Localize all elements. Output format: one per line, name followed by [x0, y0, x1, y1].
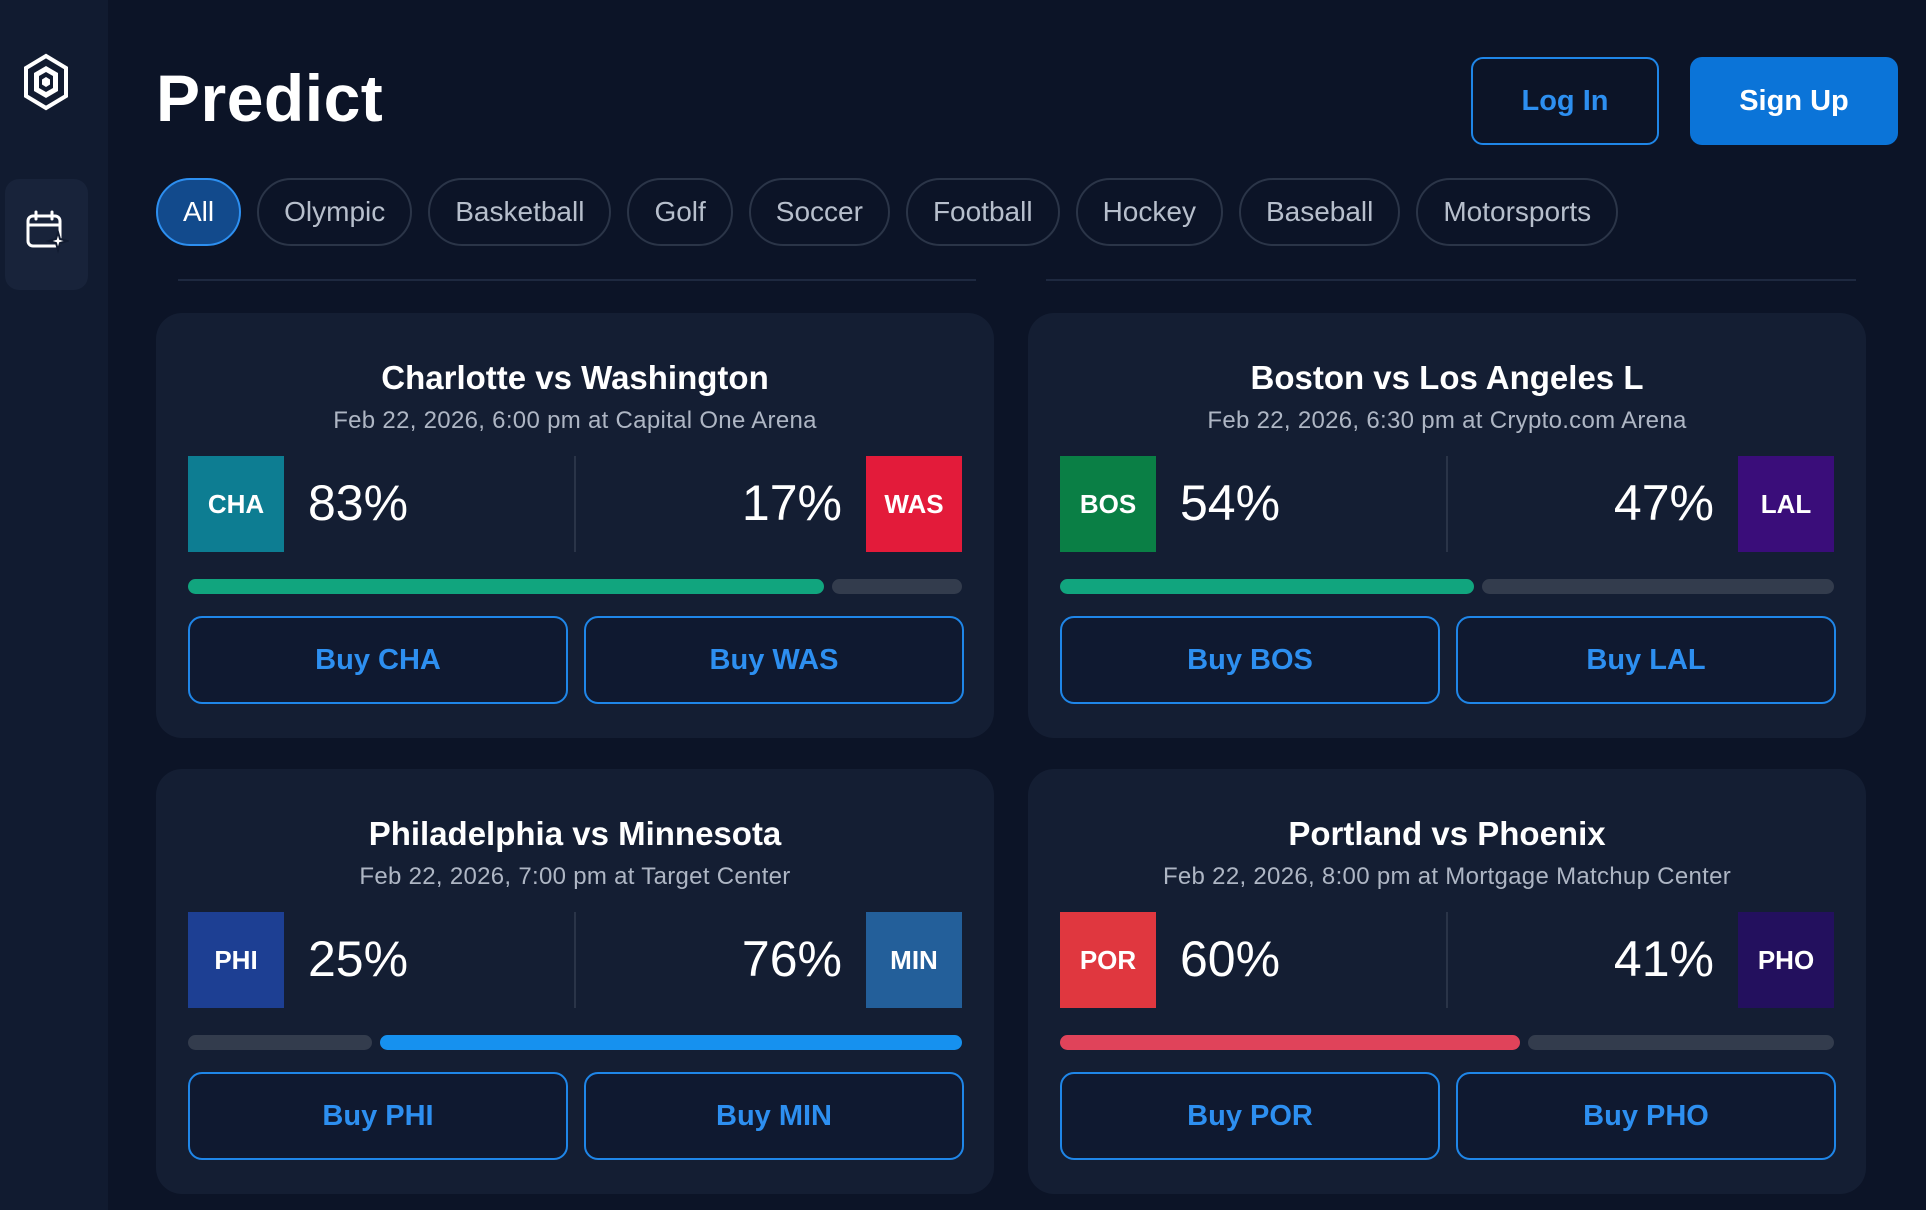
game-title: Portland vs Phoenix [1288, 815, 1606, 852]
home-probability-bar [188, 579, 824, 594]
home-team-badge: BOS [1060, 456, 1156, 552]
crypto-logo-icon[interactable] [20, 52, 72, 112]
page-title: Predict [156, 61, 384, 135]
game-card: Philadelphia vs Minnesota Feb 22, 2026, … [156, 769, 994, 1194]
away-team-percent: 41% [1613, 931, 1714, 987]
buy-home-button[interactable]: Buy POR [1060, 1072, 1440, 1160]
tab-hockey[interactable]: Hockey [1075, 178, 1223, 246]
home-team-badge: PHI [188, 912, 284, 1008]
home-team-badge: POR [1060, 912, 1156, 1008]
sidebar [0, 0, 108, 1210]
game-card: Charlotte vs Washington Feb 22, 2026, 6:… [156, 313, 994, 738]
home-team-percent: 25% [308, 931, 409, 987]
home-team-percent: 83% [308, 475, 409, 531]
tab-motorsports[interactable]: Motorsports [1416, 178, 1619, 246]
home-probability-bar [1060, 1035, 1520, 1050]
tab-all[interactable]: All [156, 178, 242, 246]
category-tabs: All Olympic Basketball Golf Soccer Football Ho… [156, 178, 1619, 246]
game-title: Philadelphia vs Minnesota [368, 815, 782, 852]
away-probability-bar [832, 579, 962, 594]
away-team-badge: PHO [1738, 912, 1834, 1008]
buy-away-button[interactable]: Buy PHO [1456, 1072, 1836, 1160]
game-card: Boston vs Los Angeles L Feb 22, 2026, 6:… [1028, 313, 1866, 738]
game-card: Portland vs Phoenix Feb 22, 2026, 8:00 p… [1028, 769, 1866, 1194]
team-divider [1446, 912, 1448, 1008]
home-probability-bar [188, 1035, 372, 1050]
tab-soccer[interactable]: Soccer [748, 178, 890, 246]
team-divider [574, 456, 576, 552]
tab-football[interactable]: Football [905, 178, 1060, 246]
away-team-percent: 76% [741, 931, 842, 987]
buy-home-button[interactable]: Buy CHA [188, 616, 568, 704]
home-team-percent: 60% [1180, 931, 1281, 987]
away-probability-bar [1482, 579, 1834, 594]
game-subtitle: Feb 22, 2026, 6:30 pm at Crypto.com Aren… [1207, 407, 1687, 434]
buy-away-button[interactable]: Buy MIN [584, 1072, 964, 1160]
game-subtitle: Feb 22, 2026, 8:00 pm at Mortgage Matchu… [1162, 863, 1732, 890]
team-divider [1446, 456, 1448, 552]
sidebar-item-predict[interactable] [5, 179, 88, 290]
buy-home-button[interactable]: Buy PHI [188, 1072, 568, 1160]
home-probability-bar [1060, 579, 1474, 594]
team-divider [574, 912, 576, 1008]
signup-button[interactable]: Sign Up [1690, 57, 1898, 145]
tab-golf[interactable]: Golf [627, 178, 733, 246]
away-team-badge: LAL [1738, 456, 1834, 552]
away-probability-bar [1528, 1035, 1834, 1050]
divider [178, 279, 976, 281]
divider [1046, 279, 1856, 281]
login-button[interactable]: Log In [1471, 57, 1659, 145]
away-probability-bar [380, 1035, 962, 1050]
buy-away-button[interactable]: Buy WAS [584, 616, 964, 704]
away-team-percent: 47% [1613, 475, 1714, 531]
game-subtitle: Feb 22, 2026, 6:00 pm at Capital One Are… [333, 407, 817, 434]
buy-home-button[interactable]: Buy BOS [1060, 616, 1440, 704]
tab-baseball[interactable]: Baseball [1238, 178, 1401, 246]
away-team-percent: 17% [741, 475, 842, 531]
away-team-badge: MIN [866, 912, 962, 1008]
game-title: Boston vs Los Angeles L [1250, 359, 1644, 396]
game-subtitle: Feb 22, 2026, 7:00 pm at Target Center [359, 863, 791, 890]
buy-away-button[interactable]: Buy LAL [1456, 616, 1836, 704]
main-content: Predict Log In Sign Up All Olympic Basketb… [108, 0, 1926, 1210]
tab-olympic[interactable]: Olympic [257, 178, 413, 246]
calendar-sparkle-icon [25, 210, 71, 259]
home-team-percent: 54% [1180, 475, 1281, 531]
game-title: Charlotte vs Washington [381, 359, 769, 396]
away-team-badge: WAS [866, 456, 962, 552]
tab-basketball[interactable]: Basketball [428, 178, 612, 246]
home-team-badge: CHA [188, 456, 284, 552]
